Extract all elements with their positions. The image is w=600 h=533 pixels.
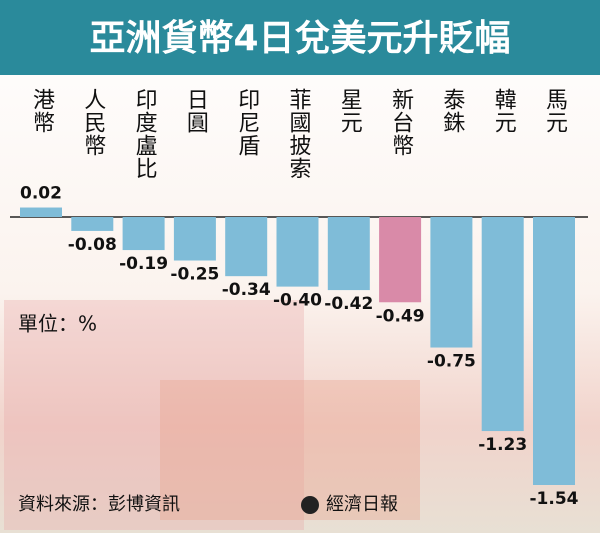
value-label: -0.25: [170, 265, 219, 285]
value-label: -0.40: [273, 291, 322, 311]
category-label: 港幣: [29, 88, 55, 134]
category-label: 韓元: [491, 88, 517, 134]
publisher-logo: [301, 496, 319, 514]
category-label: 菲國披索: [286, 88, 312, 180]
category-label: 星元: [337, 88, 362, 134]
value-label: -0.19: [119, 254, 168, 274]
bar: [379, 217, 422, 303]
chart-title: 亞洲貨幣4日兌美元升貶幅: [89, 18, 510, 59]
publisher: 經濟日報: [326, 494, 398, 515]
banknote-backdrop: [160, 380, 420, 520]
bar: [276, 217, 319, 287]
category-label: 泰銖: [439, 88, 465, 134]
category-label: 人民幣: [80, 88, 106, 157]
category-label: 日圓: [183, 88, 208, 134]
value-label: -0.34: [222, 280, 271, 300]
category-label: 馬元: [542, 88, 568, 134]
value-label: -0.08: [68, 235, 117, 255]
bar: [481, 217, 524, 432]
bar: [327, 217, 370, 291]
category-label: 新台幣: [388, 88, 414, 157]
bar: [20, 207, 62, 217]
bar: [173, 217, 216, 261]
category-label: 印尼盾: [234, 88, 260, 157]
source: 資料來源：彭博資訊: [18, 494, 180, 515]
value-label: -0.75: [427, 352, 476, 372]
title-bar: [0, 0, 600, 75]
bar: [71, 217, 114, 231]
banknote-backdrop: [4, 300, 304, 530]
unit-note: 單位：%: [18, 312, 97, 336]
bar: [225, 217, 268, 277]
value-label: -0.42: [324, 294, 373, 314]
value-label: 0.02: [20, 184, 62, 204]
bar: [533, 217, 575, 485]
category-label: 印度盧比: [132, 88, 158, 180]
bar: [122, 217, 165, 251]
value-label: -0.49: [376, 306, 425, 326]
value-label: -1.23: [478, 435, 527, 455]
value-label: -1.54: [530, 489, 579, 509]
bar: [430, 217, 473, 348]
